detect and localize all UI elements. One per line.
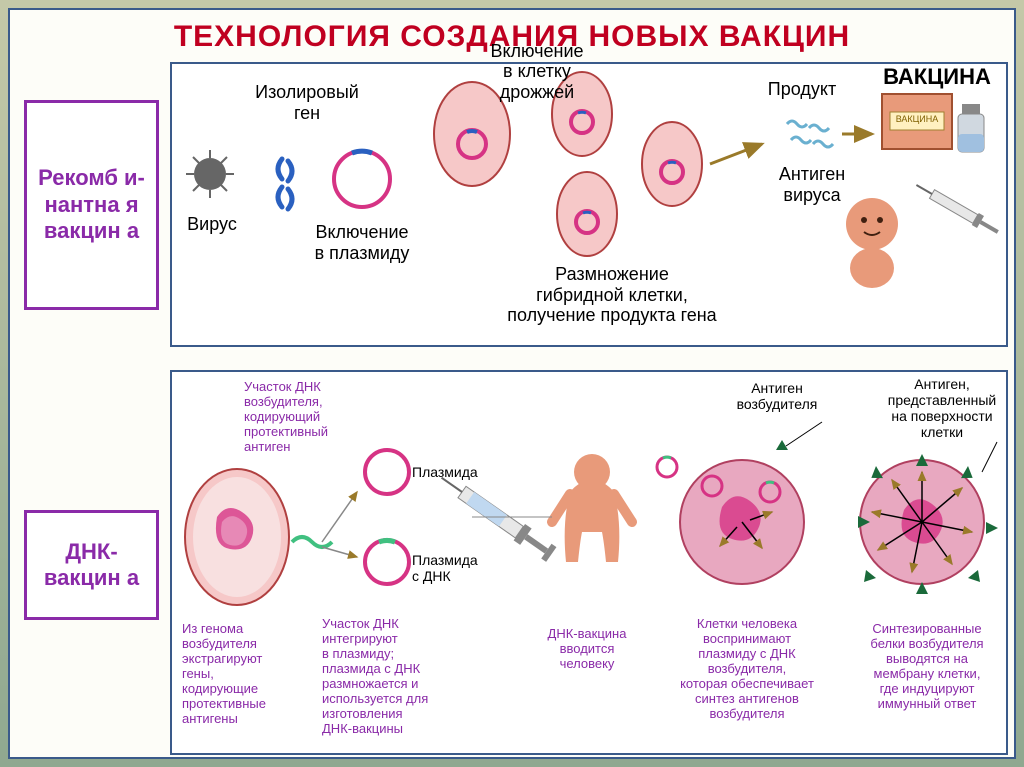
lbl-hybrid: Размножение гибридной клетки, получение …	[472, 264, 752, 326]
lbl-into-yeast-wrap: Включение в клетку дрожжей	[447, 68, 627, 171]
lbl-bot-b: Из генома возбудителя экстрагируют гены,…	[182, 622, 312, 727]
lbl-bot-c: Участок ДНК интегрируют в плазмиду; плаз…	[322, 617, 482, 737]
lbl-product: Продукт	[752, 79, 852, 100]
lbl-bot-e: Клетки человека воспринимают плазмиду с …	[662, 617, 832, 722]
lbl-antigen-virus: Антиген вируса	[762, 164, 862, 205]
lbl-into-yeast: Включение в клетку дрожжей	[447, 41, 627, 103]
lbl-bot-f: Синтезированные белки возбудителя выводя…	[847, 622, 1007, 712]
panel-recombinant: Вирус Изолировый ген Включение в плазмид…	[170, 62, 1008, 347]
lbl-bot-a: Участок ДНК возбудителя, кодирующий прот…	[244, 380, 374, 455]
lbl-virus: Вирус	[182, 214, 242, 235]
lbl-plasmid: Плазмида	[412, 464, 492, 480]
lbl-vaccine-cap: ВАКЦИНА	[872, 64, 1002, 89]
row-label-recombinant-text: Рекомб и- нантна я вакцин а	[31, 165, 152, 244]
panel-dna-vaccine: Участок ДНК возбудителя, кодирующий прот…	[170, 370, 1008, 755]
row-label-dna: ДНК- вакцин а	[24, 510, 159, 620]
lbl-box: ВАКЦИНА	[888, 114, 946, 124]
lbl-bot-d: ДНК-вакцина вводится человеку	[522, 627, 652, 672]
lbl-plasmid-dna: Плазмида с ДНК	[412, 552, 502, 584]
row-label-recombinant: Рекомб и- нантна я вакцин а	[24, 100, 159, 310]
slide-frame: ТЕХНОЛОГИЯ СОЗДАНИЯ НОВЫХ ВАКЦИН Рекомб …	[8, 8, 1016, 759]
lbl-antigen-pathogen: Антиген возбудителя	[717, 380, 837, 412]
lbl-antigen-surface: Антиген, представленный на поверхности к…	[872, 376, 1012, 440]
lbl-isolated-gene: Изолировый ген	[242, 82, 372, 123]
lbl-into-plasmid: Включение в плазмиду	[292, 222, 432, 263]
row-label-dna-text: ДНК- вакцин а	[31, 539, 152, 592]
